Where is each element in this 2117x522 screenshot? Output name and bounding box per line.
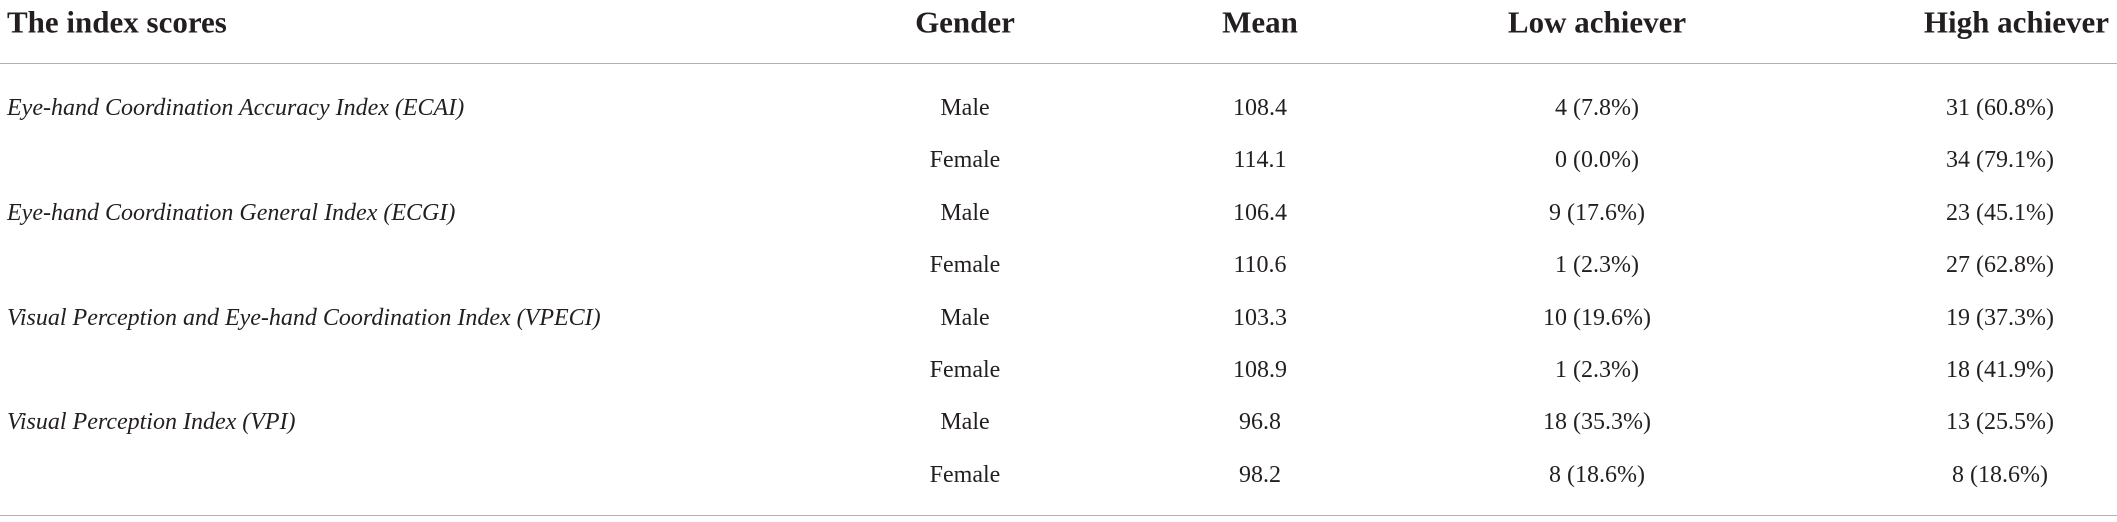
table-cell: Male bbox=[940, 95, 990, 121]
bottom-rule bbox=[0, 515, 2117, 516]
column-header: Mean bbox=[1222, 4, 1298, 40]
table-cell: 18 (35.3%) bbox=[1543, 409, 1651, 436]
table-cell: 18 (41.9%) bbox=[1946, 357, 2054, 383]
table-cell: 13 (25.5%) bbox=[1946, 409, 2054, 436]
table-cell: 10 (19.6%) bbox=[1543, 304, 1651, 331]
table-cell: Female bbox=[929, 357, 1001, 383]
header-rule bbox=[0, 63, 2117, 64]
table-cell: 1 (2.3%) bbox=[1555, 252, 1639, 279]
table-cell: 8 (18.6%) bbox=[1549, 461, 1645, 488]
table-cell: 9 (17.6%) bbox=[1549, 199, 1645, 226]
table-cell: 103.3 bbox=[1233, 304, 1287, 331]
table-cell: 31 (60.8%) bbox=[1946, 95, 2054, 121]
table-cell: 0 (0.0%) bbox=[1555, 147, 1639, 174]
table-cell: 108.9 bbox=[1233, 357, 1287, 383]
index-name: Visual Perception Index (VPI) bbox=[7, 409, 296, 436]
table-cell: 34 (79.1%) bbox=[1946, 147, 2054, 174]
table-cell: 96.8 bbox=[1239, 409, 1281, 436]
table-cell: 27 (62.8%) bbox=[1946, 252, 2054, 279]
table-cell: Female bbox=[929, 147, 1001, 174]
column-header: Gender bbox=[915, 4, 1015, 40]
table-cell: 98.2 bbox=[1239, 461, 1281, 488]
column-header: High achiever bbox=[1923, 4, 2109, 40]
column-header: The index scores bbox=[7, 4, 227, 40]
table-cell: Male bbox=[940, 304, 990, 331]
index-name: Eye-hand Coordination General Index (ECG… bbox=[7, 199, 456, 226]
table-cell: 106.4 bbox=[1233, 199, 1287, 226]
index-name: Eye-hand Coordination Accuracy Index (EC… bbox=[7, 95, 465, 121]
table-cell: 19 (37.3%) bbox=[1946, 304, 2054, 331]
column-header: Low achiever bbox=[1507, 4, 1687, 40]
table-cell: 1 (2.3%) bbox=[1555, 357, 1639, 383]
table-cell: 110.6 bbox=[1233, 252, 1287, 279]
table-cell: 4 (7.8%) bbox=[1555, 95, 1639, 121]
table-cell: 108.4 bbox=[1233, 95, 1287, 121]
table-cell: Male bbox=[940, 199, 990, 226]
table-cell: 23 (45.1%) bbox=[1946, 199, 2054, 226]
table-cell: Female bbox=[929, 252, 1001, 279]
table-cell: Female bbox=[929, 461, 1001, 488]
table-cell: Male bbox=[940, 409, 990, 436]
table-cell: 8 (18.6%) bbox=[1952, 461, 2048, 488]
index-name: Visual Perception and Eye-hand Coordinat… bbox=[7, 304, 601, 331]
table-cell: 114.1 bbox=[1233, 147, 1287, 174]
